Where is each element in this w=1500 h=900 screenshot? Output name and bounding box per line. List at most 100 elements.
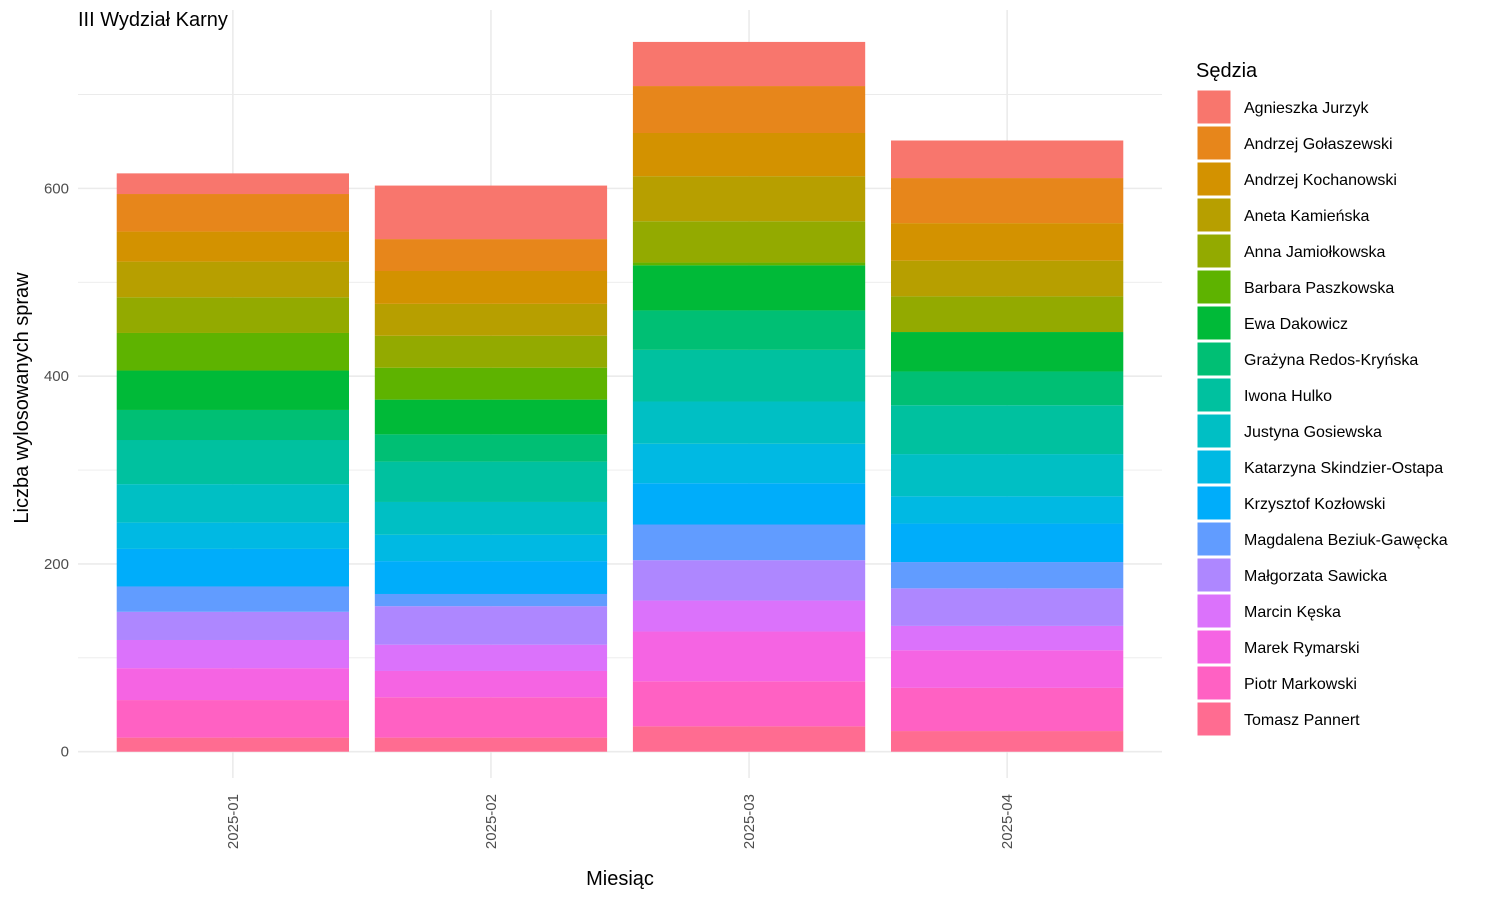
y-tick-label: 200 bbox=[44, 556, 69, 573]
bar-segment bbox=[891, 588, 1124, 626]
y-axis-ticks: 0 200 400 600 bbox=[44, 180, 69, 760]
legend-swatch bbox=[1196, 629, 1232, 665]
bar-segment bbox=[891, 332, 1124, 372]
legend-label: Piotr Markowski bbox=[1244, 676, 1357, 693]
bar-segment bbox=[632, 310, 866, 350]
bars bbox=[116, 41, 1124, 752]
legend-swatch bbox=[1196, 341, 1232, 377]
legend-swatch bbox=[1196, 161, 1232, 197]
bar-segment bbox=[374, 399, 608, 435]
bar-segment bbox=[116, 484, 349, 523]
bar-segment bbox=[632, 443, 866, 484]
bar-segment bbox=[374, 367, 608, 400]
bar-segment bbox=[374, 185, 608, 240]
y-axis-title: Liczba wylosowanych spraw bbox=[11, 272, 33, 524]
bar-segment bbox=[632, 401, 866, 444]
x-tick-label: 2025-01 bbox=[225, 794, 242, 849]
legend-swatch bbox=[1196, 557, 1232, 593]
bar-segment bbox=[374, 271, 608, 304]
bar-segment bbox=[116, 261, 349, 298]
legend-label: Grażyna Redos-Kryńska bbox=[1244, 352, 1418, 369]
bar-segment bbox=[891, 178, 1124, 224]
y-tick-label: 600 bbox=[44, 180, 69, 197]
bar-segment bbox=[891, 523, 1124, 563]
bar-segment bbox=[632, 265, 866, 311]
x-tick-label: 2025-02 bbox=[483, 794, 500, 849]
bar-segment bbox=[116, 409, 349, 441]
bar-segment bbox=[374, 593, 608, 607]
bar-segment bbox=[632, 600, 866, 632]
bar-segment bbox=[891, 625, 1124, 651]
bar-segment bbox=[632, 86, 866, 133]
bar-segment bbox=[632, 560, 866, 601]
legend-swatch bbox=[1196, 593, 1232, 629]
bar-segment bbox=[116, 297, 349, 333]
bar-segment bbox=[891, 731, 1124, 752]
bar-segment bbox=[374, 697, 608, 738]
legend-label: Aneta Kamieńska bbox=[1244, 208, 1370, 225]
bar-segment bbox=[632, 132, 866, 177]
bar-segment bbox=[116, 668, 349, 701]
legend-swatch bbox=[1196, 233, 1232, 269]
bar-segment bbox=[116, 700, 349, 738]
bar-segment bbox=[632, 262, 866, 266]
bar-segment bbox=[374, 335, 608, 368]
bar-segment bbox=[632, 176, 866, 222]
bar-segment bbox=[116, 611, 349, 640]
legend-swatch bbox=[1196, 701, 1232, 737]
bar-segment bbox=[374, 561, 608, 594]
legend-swatch bbox=[1196, 665, 1232, 701]
legend-swatch bbox=[1196, 197, 1232, 233]
y-tick-label: 0 bbox=[61, 744, 69, 761]
bar-segment bbox=[891, 140, 1124, 179]
legend-label: Justyna Gosiewska bbox=[1244, 424, 1382, 441]
legend-label: Iwona Hulko bbox=[1244, 388, 1332, 405]
legend-swatch bbox=[1196, 521, 1232, 557]
legend-swatch bbox=[1196, 269, 1232, 305]
bar-segment bbox=[632, 41, 866, 87]
legend-swatch bbox=[1196, 485, 1232, 521]
bar-segment bbox=[374, 501, 608, 535]
bar-segment bbox=[116, 522, 349, 549]
bar-segment bbox=[116, 332, 349, 371]
x-axis-title: Miesiąc bbox=[586, 868, 654, 890]
bar-segment bbox=[632, 631, 866, 682]
bar-segment bbox=[116, 639, 349, 669]
legend-label: Magdalena Beziuk-Gawęcka bbox=[1244, 532, 1448, 549]
bar-segment bbox=[632, 349, 866, 402]
legend-label: Marek Rymarski bbox=[1244, 640, 1360, 657]
x-axis-ticks: 2025-01 2025-02 2025-03 2025-04 bbox=[225, 794, 1016, 849]
bar-segment bbox=[891, 223, 1124, 261]
bar-segment bbox=[632, 726, 866, 752]
bar-segment bbox=[374, 303, 608, 336]
bar-segment bbox=[116, 586, 349, 612]
bar-segment bbox=[632, 483, 866, 525]
x-tick-label: 2025-03 bbox=[741, 794, 758, 849]
legend-swatch bbox=[1196, 449, 1232, 485]
legend-title: Sędzia bbox=[1196, 60, 1258, 82]
bar-segment bbox=[374, 239, 608, 272]
bar-segment bbox=[891, 562, 1124, 589]
legend-label: Katarzyna Skindzier-Ostapa bbox=[1244, 460, 1443, 477]
bar-segment bbox=[116, 440, 349, 485]
legend-swatch bbox=[1196, 413, 1232, 449]
x-tick-label: 2025-04 bbox=[999, 794, 1016, 849]
legend-label: Agnieszka Jurzyk bbox=[1244, 100, 1369, 117]
legend-label: Tomasz Pannert bbox=[1244, 712, 1360, 729]
legend: Agnieszka Jurzyk Andrzej Gołaszewski Andrz… bbox=[1196, 89, 1448, 737]
legend-swatch bbox=[1196, 89, 1232, 125]
legend-label: Andrzej Kochanowski bbox=[1244, 172, 1397, 189]
bar-segment bbox=[891, 260, 1124, 297]
bar-segment bbox=[632, 221, 866, 263]
bar-segment bbox=[891, 405, 1124, 455]
bar-segment bbox=[116, 231, 349, 262]
chart-title: III Wydział Karny bbox=[78, 9, 228, 31]
bar-segment bbox=[374, 670, 608, 698]
legend-label: Małgorzata Sawicka bbox=[1244, 568, 1387, 585]
legend-swatch bbox=[1196, 377, 1232, 413]
bar-segment bbox=[374, 534, 608, 562]
bar-segment bbox=[116, 548, 349, 587]
legend-label: Anna Jamiołkowska bbox=[1244, 244, 1386, 261]
bar-segment bbox=[116, 737, 349, 752]
